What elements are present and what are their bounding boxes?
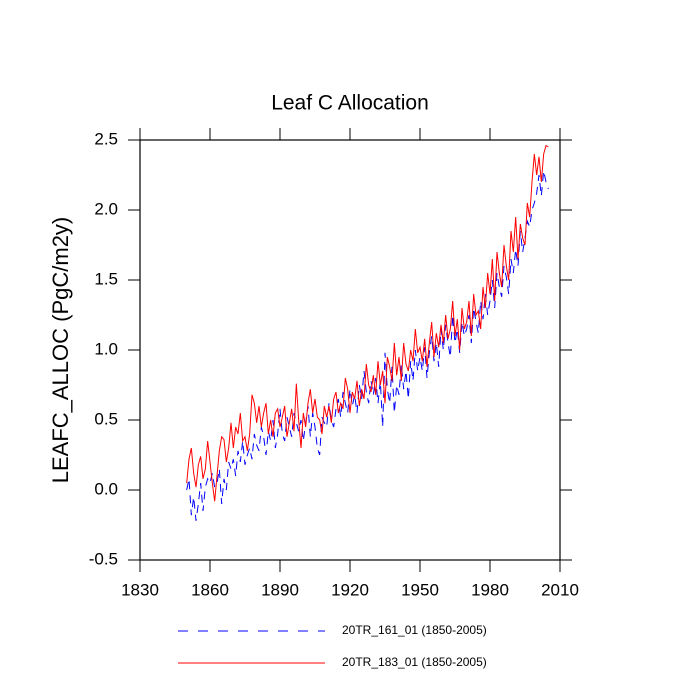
y-tick-label: 1.0 xyxy=(94,339,118,358)
y-tick-label: 1.5 xyxy=(94,269,118,288)
legend-label: 20TR_183_01 (1850-2005) xyxy=(342,655,487,669)
y-tick-label: 2.0 xyxy=(94,199,118,218)
y-tick-label: 2.5 xyxy=(94,129,118,148)
legend-label: 20TR_161_01 (1850-2005) xyxy=(342,623,487,637)
x-tick-label: 2010 xyxy=(541,580,579,599)
x-tick-label: 1950 xyxy=(401,580,439,599)
x-tick-label: 1860 xyxy=(191,580,229,599)
x-tick-label: 1830 xyxy=(121,580,159,599)
x-tick-label: 1920 xyxy=(331,580,369,599)
chart-title: Leaf C Allocation xyxy=(271,92,429,115)
y-axis-label: LEAFC_ALLOC (PgC/m2y) xyxy=(48,217,73,484)
series-line xyxy=(186,144,549,502)
x-tick-label: 1980 xyxy=(471,580,509,599)
y-tick-label: 0.5 xyxy=(94,409,118,428)
y-tick-label: 0.0 xyxy=(94,479,118,498)
x-tick-label: 1890 xyxy=(261,580,299,599)
y-tick-label: -0.5 xyxy=(89,549,118,568)
